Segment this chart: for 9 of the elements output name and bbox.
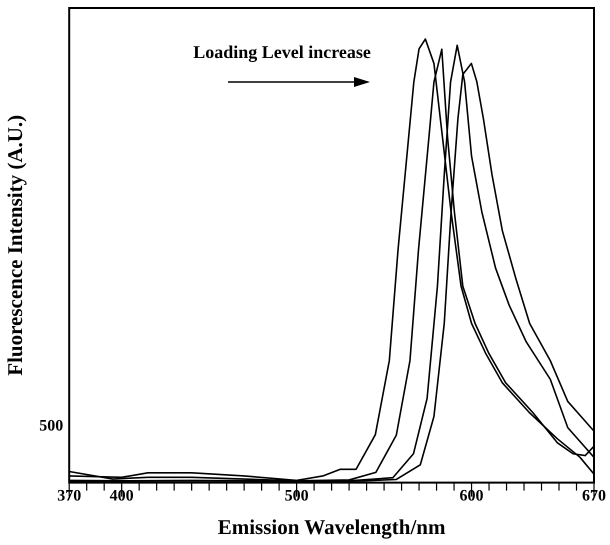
x-tick-label: 670 xyxy=(582,487,606,504)
x-tick-label: 600 xyxy=(460,487,484,504)
text: 500 xyxy=(39,418,64,435)
x-tick-label: 370 xyxy=(57,487,82,504)
x-axis-title: Emission Wavelength/nm xyxy=(218,514,446,539)
x-tick-label: 400 xyxy=(110,487,134,504)
y-axis-title: Fluorescence Intensity (A.U.) xyxy=(3,114,28,376)
annotation: Loading Level increase xyxy=(193,42,371,62)
x-tick-label: 500 xyxy=(284,487,309,504)
